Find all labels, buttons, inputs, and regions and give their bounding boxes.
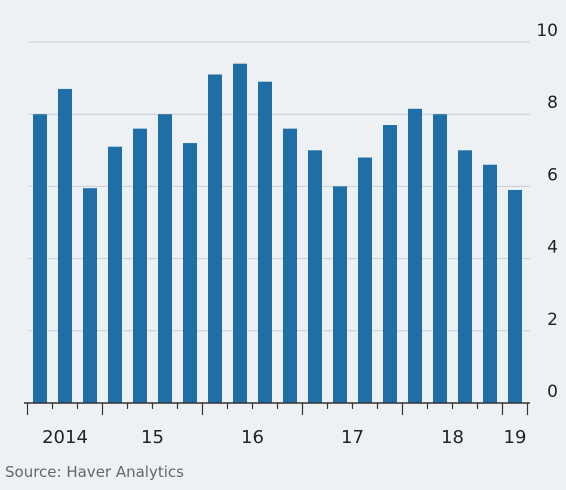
x-tick-label: 15 [141,427,164,448]
y-tick-label: 8 [547,93,558,113]
bar [483,164,497,403]
bar [183,143,197,403]
bar [108,146,122,403]
bar [383,125,397,403]
bar [58,88,72,404]
bar [458,150,472,403]
y-tick-label: 0 [547,382,558,402]
x-tick-label: 17 [341,427,364,448]
bar [83,188,97,403]
bar [133,128,147,403]
bar [233,63,247,403]
y-tick-label: 6 [547,165,558,185]
bar [358,157,372,403]
bar [33,114,47,403]
bar [208,74,222,404]
y-tick-label: 2 [547,310,558,330]
source-note: Source: Haver Analytics [5,463,184,481]
bar [308,150,322,403]
bar [508,190,522,403]
x-tick-label: 18 [441,427,464,448]
x-tick-label: 16 [241,427,264,448]
bar [158,114,172,403]
x-tick-label: 19 [504,427,527,448]
x-tick-label: 2014 [42,427,88,448]
y-tick-label: 10 [536,21,558,41]
bar [433,114,447,403]
y-tick-label: 4 [547,238,558,258]
bar [408,108,422,403]
bar [258,81,272,404]
bar [283,128,297,403]
bar [333,186,347,403]
